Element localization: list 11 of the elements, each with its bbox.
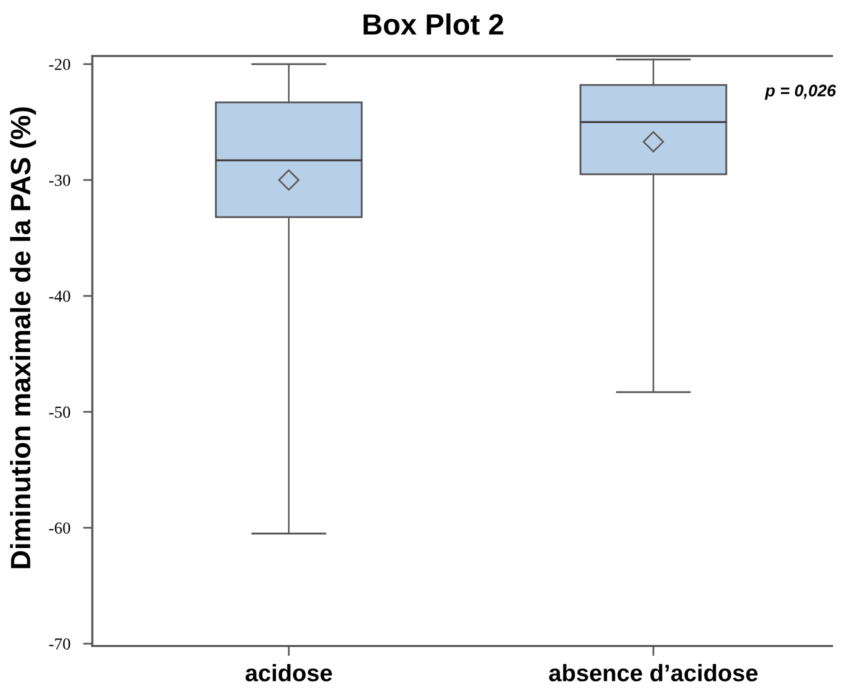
y-tick-label: -50 [49,406,70,418]
y-axis-title: Diminution maximale de la PAS (%) [10,107,36,568]
x-tick-label: acidose [246,664,332,682]
y-tick-label: -70 [49,638,70,650]
y-tick-label: -40 [49,290,70,302]
y-tick-label: -60 [49,522,70,534]
y-tick-label: -30 [49,174,70,186]
y-tick-label: -20 [49,58,70,70]
x-tick-label: absence d’acidose [549,664,758,682]
chart-title: Box Plot 2 [364,13,504,35]
annotation: p = 0,026 [764,84,836,100]
